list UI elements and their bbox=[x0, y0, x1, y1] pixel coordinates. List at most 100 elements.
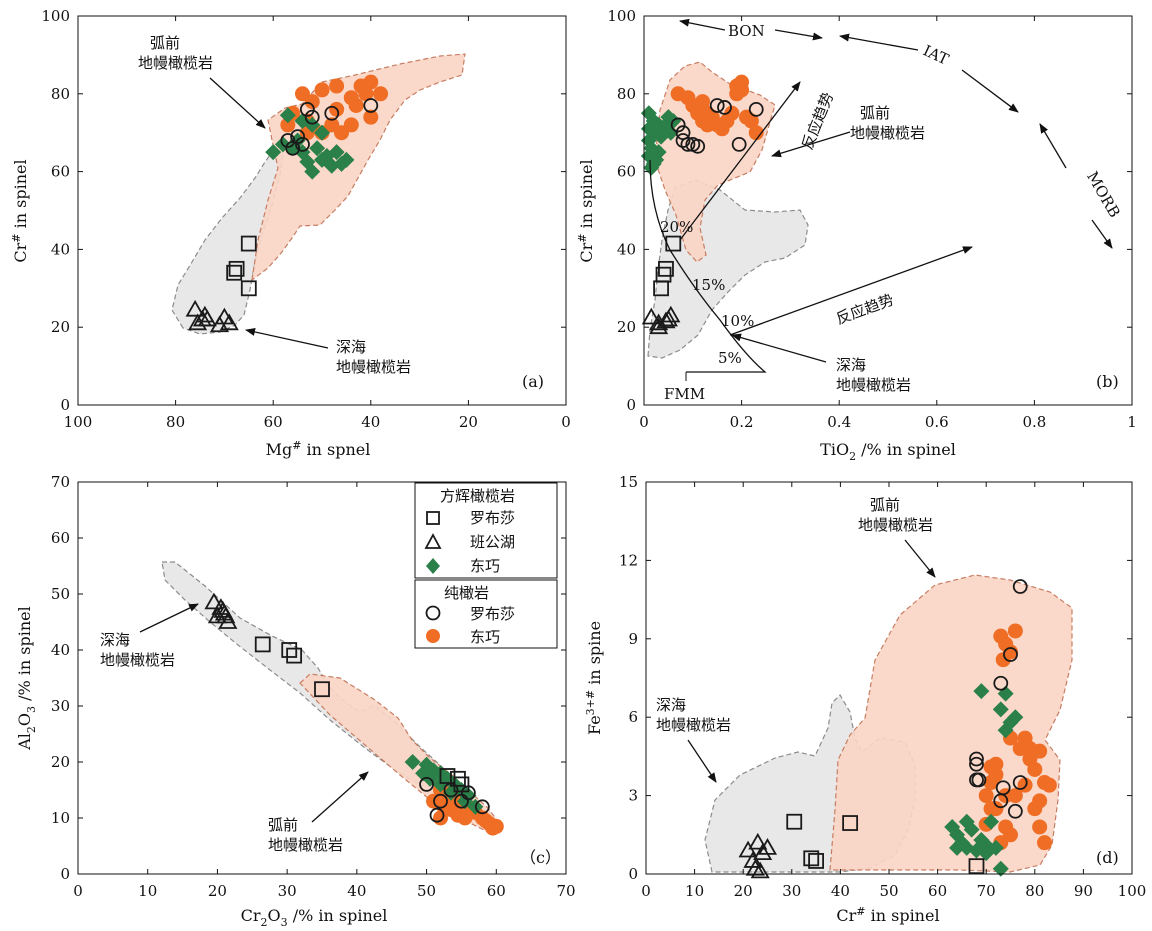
x-tick-label: 20 bbox=[734, 882, 753, 900]
arrow-abyssal-a bbox=[245, 328, 329, 349]
ann-melt10: 10% bbox=[721, 312, 754, 330]
y-tick-label: 0 bbox=[628, 865, 638, 883]
arrow-forearc-b bbox=[771, 131, 851, 158]
x-tick-label: 60 bbox=[487, 882, 506, 900]
point-dun-dongqiao bbox=[743, 113, 759, 129]
legend: 方辉橄榄岩 罗布莎 班公湖 东巧 纯橄岩 罗布莎 东巧 bbox=[414, 482, 558, 649]
point-harz-luobusha bbox=[226, 264, 243, 281]
y-tick-label: 20 bbox=[617, 318, 636, 336]
point-harz-bangonghu bbox=[753, 843, 773, 860]
legend-box-1 bbox=[414, 482, 558, 579]
point-dun-luobusha bbox=[993, 675, 1009, 691]
point-dun-dongqiao bbox=[485, 820, 501, 836]
point-harz-dongqiao bbox=[958, 839, 975, 856]
ann-melt20: 20% bbox=[660, 218, 693, 236]
xlabel-d: Cr# in spinel bbox=[836, 905, 939, 925]
y-tick-label: 6 bbox=[628, 708, 638, 726]
legend-marker-square bbox=[426, 511, 440, 525]
point-harz-luobusha bbox=[286, 647, 303, 664]
point-harz-bangonghu bbox=[204, 592, 224, 610]
ann-abyssal-a-2: 地幔橄榄岩 bbox=[336, 358, 411, 376]
ann-abyssal-a-1: 深海 bbox=[336, 338, 366, 356]
point-dun-luobusha bbox=[295, 136, 310, 152]
point-dun-luobusha bbox=[971, 772, 987, 788]
point-harz-bangonghu bbox=[192, 309, 212, 327]
x-tick-label: 60 bbox=[928, 882, 947, 900]
x-tick-label: 20 bbox=[459, 413, 478, 431]
points-d bbox=[738, 579, 1057, 879]
point-dun-luobusha bbox=[419, 777, 434, 792]
point-harz-luobusha bbox=[254, 636, 271, 653]
y-tick-label: 40 bbox=[51, 641, 70, 659]
ann-bon: BON bbox=[728, 22, 765, 40]
x-tick-label: 0.8 bbox=[1022, 413, 1046, 431]
point-dun-dongqiao bbox=[294, 86, 310, 102]
points-a bbox=[185, 74, 389, 333]
point-dun-dongqiao bbox=[1027, 761, 1043, 777]
legend-marker-circle bbox=[425, 605, 441, 621]
point-dun-luobusha bbox=[304, 109, 320, 125]
ylabel-b: Cr# in spinel bbox=[576, 159, 596, 262]
ann-abyssal-b-1: 深海 bbox=[836, 356, 866, 374]
point-dun-luobusha bbox=[1007, 803, 1023, 819]
y-tick-label: 60 bbox=[51, 529, 70, 547]
point-harz-bangonghu bbox=[750, 861, 770, 879]
point-dun-dongqiao bbox=[1032, 819, 1048, 835]
point-harz-dongqiao bbox=[309, 140, 326, 157]
point-dun-dongqiao bbox=[1037, 835, 1053, 851]
ticks-b: 0 0.2 0.4 0.6 0.8 1 0 20 40 60 80 100 bbox=[607, 7, 1136, 431]
point-harz-dongqiao bbox=[992, 860, 1009, 877]
arrow-morb bbox=[1039, 123, 1067, 169]
x-tick-label: 30 bbox=[782, 882, 801, 900]
point-dun-dongqiao bbox=[363, 74, 379, 90]
x-tick-label: 80 bbox=[1025, 882, 1044, 900]
ann-forearc-c-2: 地幔橄榄岩 bbox=[268, 836, 343, 854]
x-tick-label: 30 bbox=[278, 882, 297, 900]
point-harz-luobusha bbox=[240, 280, 257, 297]
point-harz-dongqiao bbox=[314, 124, 330, 141]
y-tick-label: 80 bbox=[617, 85, 636, 103]
x-tick-label: 10 bbox=[138, 882, 157, 900]
y-tick-label: 70 bbox=[51, 473, 70, 491]
point-dun-dongqiao bbox=[348, 97, 364, 113]
y-tick-label: 0 bbox=[60, 865, 70, 883]
arrow-iat-2 bbox=[961, 69, 1019, 113]
y-tick-label: 0 bbox=[60, 396, 70, 414]
panel-label-c: （c） bbox=[520, 848, 561, 867]
arrow-trend1 bbox=[679, 81, 801, 241]
point-harz-luobusha bbox=[281, 642, 298, 658]
legend-group2-title: 纯橄岩 bbox=[444, 584, 489, 602]
ticks-d: 0 10 20 30 40 50 60 70 80 90 100 0 3 6 9 12 15 bbox=[619, 473, 1146, 900]
ann-abyssal-c-2: 地幔橄榄岩 bbox=[100, 651, 175, 669]
x-tick-label: 0.2 bbox=[730, 413, 754, 431]
point-dun-luobusha bbox=[299, 101, 315, 117]
point-dun-luobusha bbox=[675, 133, 691, 148]
point-dun-dongqiao bbox=[373, 86, 389, 102]
ann-fmm: FMM bbox=[664, 385, 705, 403]
point-harz-bangonghu bbox=[641, 307, 661, 325]
x-tick-label: 0.6 bbox=[925, 413, 949, 431]
points-b bbox=[640, 74, 764, 335]
point-harz-dongqiao bbox=[949, 839, 966, 856]
arrow-forearc-a bbox=[209, 77, 266, 129]
x-tick-label: 70 bbox=[556, 882, 575, 900]
forearc-field-a bbox=[251, 53, 466, 282]
point-harz-dongqiao bbox=[456, 793, 473, 810]
x-tick-label: 0 bbox=[641, 882, 651, 900]
x-tick-label: 40 bbox=[831, 882, 850, 900]
plot-frame-a bbox=[77, 15, 567, 406]
point-harz-bangonghu bbox=[219, 313, 239, 331]
point-harz-dongqiao bbox=[640, 120, 657, 137]
point-harz-dongqiao bbox=[983, 813, 1000, 830]
arrow-abyssal-d bbox=[687, 739, 717, 783]
ann-morb: MORB bbox=[1083, 168, 1124, 220]
point-dun-dongqiao bbox=[280, 117, 296, 133]
point-dun-dongqiao bbox=[1032, 793, 1048, 809]
arrow-forearc-c bbox=[311, 771, 369, 823]
xlabel-c: Cr2O3 /% in spinel bbox=[241, 906, 388, 929]
point-dun-luobusha bbox=[690, 138, 706, 154]
y-tick-label: 60 bbox=[51, 163, 70, 181]
point-dun-dongqiao bbox=[719, 113, 735, 129]
point-dun-luobusha bbox=[717, 100, 732, 115]
panel-d: 0 10 20 30 40 50 60 70 80 90 100 0 3 6 9 12 15 Cr# in sp… bbox=[584, 473, 1146, 925]
